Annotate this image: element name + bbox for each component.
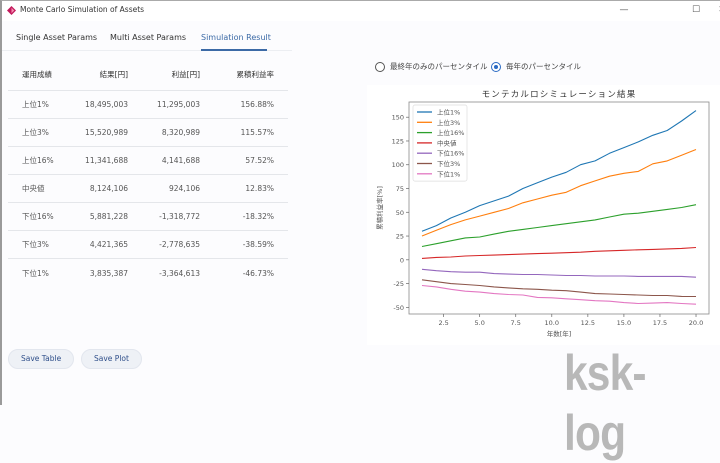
cell-cumulative-return: 115.57% [240,128,274,137]
cell-result: 5,881,228 [89,212,128,221]
cell-cumulative-return: -18.32% [242,212,274,221]
y-tick-label: 125 [392,137,404,145]
cell-profit: -2,778,635 [159,240,200,249]
x-tick-label: 7.5 [511,319,521,327]
cell-performance: 上位3% [22,128,49,137]
save-plot-button[interactable]: Save Plot [81,349,142,369]
chart-legend [412,104,468,182]
cell-result: 11,341,688 [85,156,128,165]
radio-final-year-percentile[interactable]: 最終年のみのパーセンタイル [375,61,488,72]
x-tick-label: 12.5 [581,319,595,327]
header-performance: 運用成績 [22,70,52,79]
cell-profit: 924,106 [168,184,200,193]
cell-profit: 11,295,003 [157,100,200,109]
cell-result: 3,835,387 [89,268,128,278]
series-line [421,246,697,259]
cell-profit: -1,318,772 [159,212,200,221]
save-table-button[interactable]: Save Table [8,349,75,369]
radio-label: 毎年のパーセンタイル [506,62,581,71]
legend-label: 下位3% [437,159,460,168]
title-bar: Monte Carlo Simulation of Assets — ☐ ✕ [2,1,720,21]
cell-performance: 下位1% [22,268,49,278]
app-logo-icon [7,6,16,15]
cell-result: 8,124,106 [89,184,128,193]
tab-bar: Single Asset Params Multi Asset Params S… [2,27,292,51]
cell-cumulative-return: -38.59% [242,240,274,249]
x-tick-label: 20.0 [689,319,703,327]
cell-performance: 中央値 [22,184,45,193]
y-tick-label: 25 [396,233,404,241]
x-tick-label: 2.5 [438,319,448,327]
header-profit: 利益[円] [171,70,200,79]
cell-performance: 上位16% [22,156,54,165]
cell-cumulative-return: -46.73% [242,268,274,278]
x-axis-label: 年数[年] [547,329,572,338]
cell-cumulative-return: 57.52% [245,156,274,165]
table-row: 上位1% 18,495,003 11,295,003 156.88% [8,91,288,119]
cell-cumulative-return: 12.83% [245,184,274,193]
table-row: 上位16% 11,341,688 4,141,688 57.52% [8,147,288,175]
table-row: 下位16% 5,881,228 -1,318,772 -18.32% [8,203,288,231]
cell-performance: 下位3% [22,240,49,249]
radio-label: 最終年のみのパーセンタイル [390,62,488,71]
radio-checked-icon[interactable] [491,61,501,72]
y-tick-label: -50 [393,304,404,312]
cell-performance: 下位16% [22,212,54,221]
radio-unchecked-icon[interactable] [375,61,385,72]
window-title: Monte Carlo Simulation of Assets [20,5,145,14]
cell-result: 4,421,365 [89,240,128,249]
y-tick-label: 0 [400,256,404,264]
table-row: 下位1% 3,835,387 -3,364,613 -46.73% [8,259,288,287]
legend-label: 上位1% [437,108,460,117]
radio-yearly-percentile[interactable]: 毎年のパーセンタイル [491,61,581,72]
tab-simulation-result[interactable]: Simulation Result [201,33,271,42]
y-tick-label: -25 [393,280,404,288]
cell-result: 15,520,989 [85,128,128,137]
series-line [421,279,697,298]
line-chart-svg: モンテカルロシミュレーション結果 -50 -25 0 25 50 75 100 125 150 2.… [375,89,710,338]
cell-profit: 8,320,989 [161,128,200,137]
header-cumulative-return: 累積利益率 [236,70,275,79]
y-tick-label: 100 [392,161,404,169]
cell-performance: 上位1% [22,100,49,109]
tab-single-asset-params[interactable]: Single Asset Params [16,33,98,42]
y-tick-label: 150 [392,114,404,122]
tab-multi-asset-params[interactable]: Multi Asset Params [110,33,187,42]
simulation-chart: モンテカルロシミュレーション結果 -50 -25 0 25 50 75 100 125 150 2.… [367,85,720,345]
cell-cumulative-return: 156.88% [240,100,274,109]
y-tick-label: 75 [396,185,404,193]
minimize-button[interactable]: — [619,5,629,15]
result-table: 運用成績 結果[円] 利益[円] 累積利益率 上位1% 18,495,003 1… [8,59,288,287]
table-row: 中央値 8,124,106 924,106 12.83% [8,175,288,203]
active-tab-indicator [201,49,267,51]
y-axis-label: 累積利益率[%] [375,186,384,230]
chart-title: モンテカルロシミュレーション結果 [482,89,637,100]
legend-label: 下位1% [437,169,460,178]
x-tick-label: 17.5 [653,319,667,327]
header-result: 結果[円] [99,70,128,79]
table-row: 上位3% 15,520,989 8,320,989 115.57% [8,119,288,147]
close-button[interactable]: ✕ [712,3,720,17]
series-line [421,148,697,237]
table-row: 下位3% 4,421,365 -2,778,635 -38.59% [8,231,288,259]
legend-label: 中央値 [437,138,457,147]
maximize-button[interactable]: ☐ [691,5,701,15]
x-tick-label: 10.0 [545,319,559,327]
legend-label: 上位3% [437,118,460,127]
series-line [421,268,697,278]
series-line [421,110,697,232]
cell-profit: 4,141,688 [161,156,200,165]
cell-result: 18,495,003 [85,100,128,109]
y-tick-label: 50 [396,209,404,217]
x-tick-label: 5.0 [475,319,485,327]
series-line [421,284,697,305]
table-header-row: 運用成績 結果[円] 利益[円] 累積利益率 [8,59,288,91]
x-tick-label: 15.0 [617,319,631,327]
legend-label: 上位16% [437,128,464,137]
watermark-text: ksk-log [564,345,647,461]
cell-profit: -3,364,613 [159,268,200,278]
series-line [421,204,697,248]
legend-label: 下位16% [437,149,464,158]
